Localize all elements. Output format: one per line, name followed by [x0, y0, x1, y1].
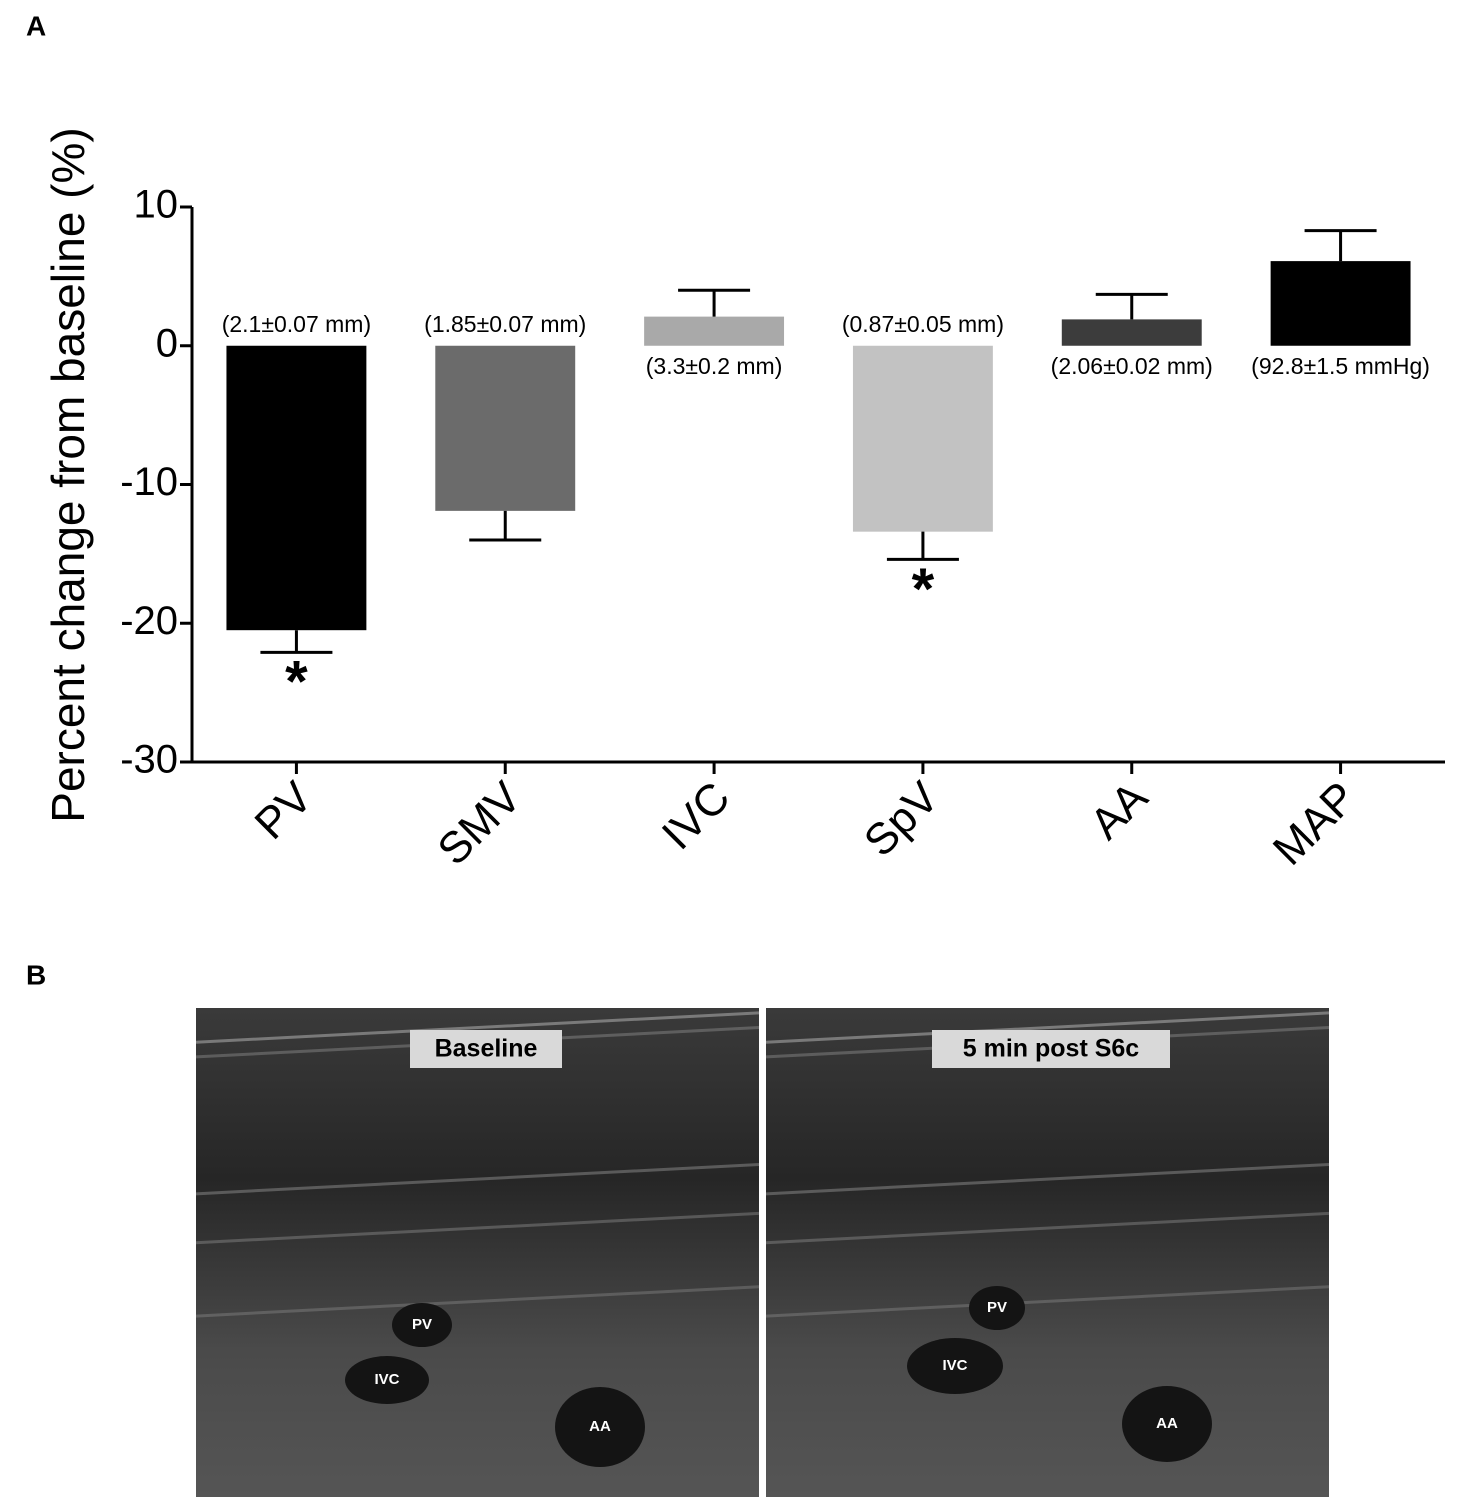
structure-label: AA	[589, 1418, 611, 1435]
baseline-annotation: (3.3±0.2 mm)	[646, 353, 783, 379]
baseline-annotation: (2.06±0.02 mm)	[1051, 353, 1213, 379]
x-tick-label: SMV	[428, 772, 531, 875]
bar	[1061, 319, 1202, 346]
tissue-band	[195, 1211, 760, 1245]
baseline-annotation: (92.8±1.5 mmHg)	[1251, 353, 1430, 379]
ultrasound-image	[196, 1008, 759, 1497]
y-tick-label: 10	[134, 183, 179, 227]
error-bar	[1095, 292, 1168, 320]
tissue-band	[765, 1011, 1330, 1044]
error-bar	[1304, 229, 1377, 262]
x-tick-label: SpV	[855, 772, 949, 866]
vessel	[555, 1387, 645, 1467]
tissue-band	[765, 1162, 1330, 1196]
panel-label: B	[26, 959, 46, 990]
tissue-band	[195, 1285, 760, 1318]
panel-label: A	[26, 10, 46, 41]
bar	[852, 345, 993, 532]
tissue-band	[195, 1162, 760, 1196]
image-label-box	[410, 1030, 562, 1068]
bar	[226, 345, 367, 631]
x-tick-label: MAP	[1264, 773, 1366, 875]
image-label-box	[932, 1030, 1170, 1068]
error-bar	[886, 531, 959, 561]
image-label: 5 min post S6c	[963, 1035, 1140, 1063]
tissue-band	[765, 1211, 1330, 1245]
y-axis-title: Percent change from baseline (%)	[42, 127, 94, 822]
x-tick-label: PV	[246, 772, 323, 849]
y-tick-label: 0	[156, 321, 178, 365]
baseline-annotation: (2.1±0.07 mm)	[222, 311, 371, 337]
y-tick-label: -30	[120, 738, 178, 782]
y-tick-label: -10	[120, 460, 178, 504]
structure-label: PV	[987, 1299, 1007, 1316]
error-bar	[678, 288, 751, 317]
structure-label: IVC	[942, 1357, 967, 1374]
error-bar	[469, 510, 542, 542]
x-tick-label: IVC	[653, 773, 740, 860]
significance-marker: *	[285, 650, 308, 715]
structure-label: AA	[1156, 1415, 1178, 1432]
baseline-annotation: (1.85±0.07 mm)	[424, 311, 586, 337]
structure-label: IVC	[374, 1371, 399, 1388]
vessel	[907, 1338, 1003, 1394]
bar	[435, 345, 576, 511]
image-label: Baseline	[435, 1035, 538, 1063]
ultrasound-image	[766, 1008, 1329, 1497]
bar	[644, 316, 785, 346]
y-tick-label: -20	[120, 599, 178, 643]
significance-marker: *	[912, 557, 935, 622]
tissue-band	[195, 1011, 760, 1044]
structure-label: PV	[412, 1316, 432, 1333]
error-bar	[260, 630, 333, 654]
vessel	[1122, 1386, 1212, 1462]
vessel	[969, 1286, 1025, 1330]
tissue-band	[765, 1285, 1330, 1318]
vessel	[392, 1303, 452, 1347]
bar	[1270, 261, 1411, 346]
x-tick-label: AA	[1081, 772, 1158, 849]
vessel	[345, 1356, 429, 1404]
baseline-annotation: (0.87±0.05 mm)	[842, 311, 1004, 337]
